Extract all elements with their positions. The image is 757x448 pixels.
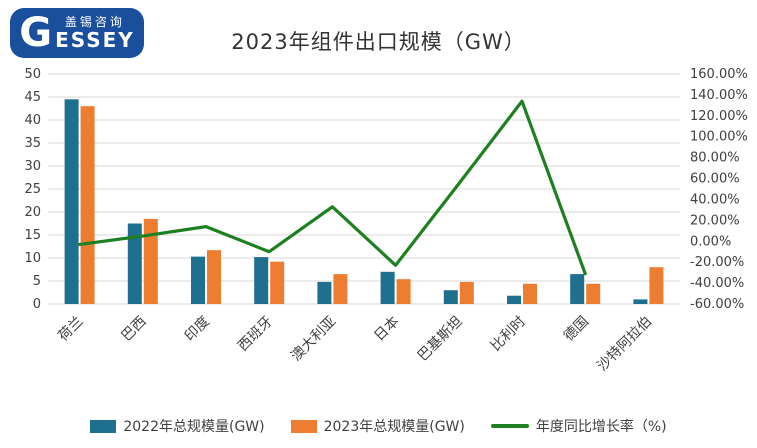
right-axis-tick: -40.00% [690,276,744,291]
bar-2023年总规模量(GW)-比利时[interactable] [523,283,537,304]
left-axis-tick: 25 [24,182,41,197]
bar-2022年总规模量(GW)-印度[interactable] [191,256,205,304]
bar-2022年总规模量(GW)-德国[interactable] [570,274,585,304]
legend-item-0[interactable]: 2022年总规模量(GW) [90,416,265,436]
logo-en-text: ESSEY [55,27,135,52]
legend-item-2[interactable]: 年度同比增长率（%) [490,416,667,436]
right-axis-tick: 80.00% [690,151,740,166]
combo-chart: 0 5 10 15 20 25 30 35 40 45 50 -60.00% -40.00% -20.00… [24,67,748,375]
logo-letter-g-icon: G [19,10,53,56]
bar-2022年总规模量(GW)-荷兰[interactable] [64,99,79,304]
legend-label: 2022年总规模量(GW) [123,419,265,435]
legend-swatch-bar [290,419,317,433]
left-axis-tick: 5 [33,274,41,289]
legend-swatch-bar [90,419,117,433]
growth-rate-line[interactable] [77,99,587,276]
bar-2023年总规模量(GW)-巴基斯坦[interactable] [459,281,474,304]
gessey-logo: G 盖锡咨询 ESSEY [10,8,144,58]
bar-2022年总规模量(GW)-巴西[interactable] [127,223,142,305]
x-axis-label: 澳大利亚 [288,314,339,365]
left-axis-tick: 50 [24,67,41,82]
x-axis-label: 德国 [561,314,592,345]
left-axis-tick: 0 [33,297,41,312]
right-axis-tick: 60.00% [690,172,740,187]
bar-series-1 [80,106,664,304]
left-axis-tick: 40 [24,113,41,128]
right-axis-tick: -20.00% [690,255,744,270]
right-axis-tick: 140.00% [690,88,748,103]
legend-label: 年度同比增长率（%) [535,419,667,435]
bar-2023年总规模量(GW)-巴西[interactable] [143,218,158,304]
bar-2022年总规模量(GW)-日本[interactable] [380,271,395,304]
right-axis-tick: 100.00% [690,130,748,145]
x-axis-label: 西班牙 [235,314,276,355]
bar-2023年总规模量(GW)-印度[interactable] [207,250,221,304]
bar-2022年总规模量(GW)-澳大利亚[interactable] [317,281,332,304]
left-axis-tick: 10 [24,251,41,266]
bar-series-0 [64,99,648,305]
bar-2022年总规模量(GW)-巴基斯坦[interactable] [443,290,458,304]
x-axis-label: 荷兰 [55,314,86,345]
left-axis-tick: 15 [24,228,41,243]
bar-2023年总规模量(GW)-西班牙[interactable] [270,261,285,304]
legend-item-1[interactable]: 2023年总规模量(GW) [290,416,465,436]
right-axis-tick: 40.00% [690,192,740,207]
bar-2023年总规模量(GW)-德国[interactable] [586,283,601,304]
right-axis-tick: 120.00% [690,109,748,124]
left-axis-tick: 30 [24,159,41,174]
x-axis-label: 印度 [182,314,213,345]
right-axis-tick: 0.00% [690,234,731,249]
x-axis-label: 沙特阿拉伯 [594,314,655,375]
left-axis-tick: 45 [24,90,41,105]
x-axis-label: 比利时 [488,314,529,355]
bar-2023年总规模量(GW)-澳大利亚[interactable] [333,274,348,304]
right-axis-tick: 20.00% [690,213,740,228]
bar-2022年总规模量(GW)-西班牙[interactable] [254,257,269,304]
bar-2022年总规模量(GW)-沙特阿拉伯[interactable] [633,299,648,304]
chart-title: 2023年组件出口规模（GW） [231,30,526,54]
x-axis-label: 日本 [371,314,402,345]
bar-2023年总规模量(GW)-荷兰[interactable] [80,106,95,304]
right-axis-tick: -60.00% [690,297,744,312]
left-axis-tick: 20 [24,205,41,220]
legend-label: 2023年总规模量(GW) [323,419,465,435]
legend-swatch-line [490,424,529,428]
bar-2023年总规模量(GW)-沙特阿拉伯[interactable] [649,267,664,304]
right-axis-tick: 160.00% [690,67,748,82]
logo-cn-text: 盖锡咨询 [64,15,125,30]
left-axis-tick: 35 [24,136,41,151]
bar-2023年总规模量(GW)-日本[interactable] [396,279,411,304]
x-axis-label: 巴基斯坦 [414,313,466,365]
chart-legend: 2022年总规模量(GW) 2023年总规模量(GW) 年度同比增长率（%) [0,416,757,436]
bar-2022年总规模量(GW)-比利时[interactable] [507,295,521,304]
x-axis-label: 巴西 [119,314,150,345]
logo-text-block: 盖锡咨询 ESSEY [55,15,135,52]
